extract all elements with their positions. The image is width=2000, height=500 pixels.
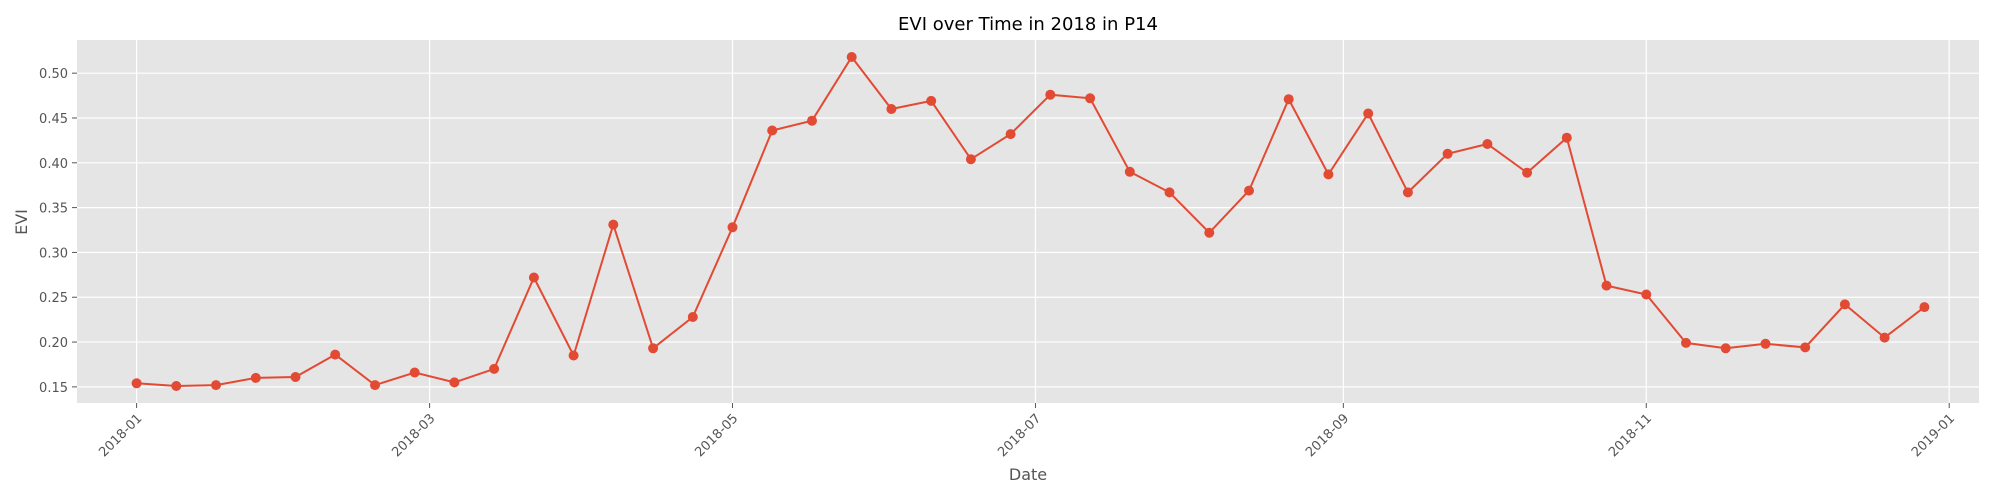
data-point [1442,148,1453,159]
data-point [1204,227,1215,238]
x-tick-label: 2018-05 [692,411,741,460]
y-gridlines [77,72,1979,388]
data-point [1561,132,1572,143]
data-point [489,363,500,374]
data-point [1045,89,1056,100]
data-point [1283,94,1294,105]
data-point [250,372,261,383]
data-point [1402,187,1413,198]
data-point [1681,337,1691,348]
y-tick-label: 0.20 [39,336,68,351]
series-line [136,55,1926,388]
y-tick-label: 0.15 [39,381,68,396]
data-point [1164,187,1175,198]
series-points [131,52,1930,391]
y-tick-label: 0.50 [39,67,68,82]
y-tick-label: 0.25 [39,291,68,306]
y-tick-label: 0.45 [39,112,68,127]
x-tick-label: 2019-01 [1909,411,1958,460]
data-point [290,372,301,382]
data-point [1641,289,1652,300]
data-point [608,219,619,230]
data-point [1363,108,1374,119]
x-tick-label: 2018-01 [96,411,145,460]
data-point [1839,299,1850,310]
data-point [568,350,579,361]
data-point [1522,167,1533,178]
x-gridlines [135,40,1950,403]
data-point [1005,129,1016,140]
x-tick-label: 2018-11 [1606,411,1655,460]
x-axis-label: Date [1009,465,1047,484]
data-point [1800,342,1811,353]
data-point [1323,169,1334,180]
data-point [1720,343,1731,354]
x-tick-label: 2018-07 [995,411,1044,460]
y-axis-label: EVI [12,209,31,235]
data-point [965,154,976,165]
data-point [1879,332,1890,343]
data-point [648,343,659,354]
data-point [1760,338,1771,349]
data-point [1919,302,1930,313]
data-point [1601,280,1612,291]
data-point [131,378,142,389]
data-point [767,125,778,136]
data-point [807,115,817,126]
x-tick-label: 2018-09 [1303,411,1352,460]
data-point [449,377,460,388]
data-point [886,104,897,114]
data-point [1482,139,1493,149]
y-tick-label: 0.30 [39,246,68,261]
y-tick-label: 0.35 [39,202,68,217]
plot-area [77,40,1979,403]
data-point [370,380,380,391]
data-point [926,95,937,106]
data-point [528,272,539,283]
data-point [727,222,738,233]
y-axis-ticks: 0.15 0.20 0.25 0.30 0.35 0.40 0.45 0.50 [39,67,77,396]
data-point [1085,93,1096,104]
data-point [846,52,857,62]
data-point [687,312,698,322]
data-point [1244,185,1254,196]
data-point [1124,166,1135,177]
data-point [211,380,221,391]
y-tick-label: 0.40 [39,157,68,172]
x-axis-ticks: 2018-01 2018-03 2018-05 2018-07 2018-09 2018-… [96,403,1958,460]
data-point [330,349,341,360]
data-point [171,381,182,391]
chart-title: EVI over Time in 2018 in P14 [898,14,1158,35]
x-tick-label: 2018-03 [389,411,438,460]
data-point [409,367,420,378]
